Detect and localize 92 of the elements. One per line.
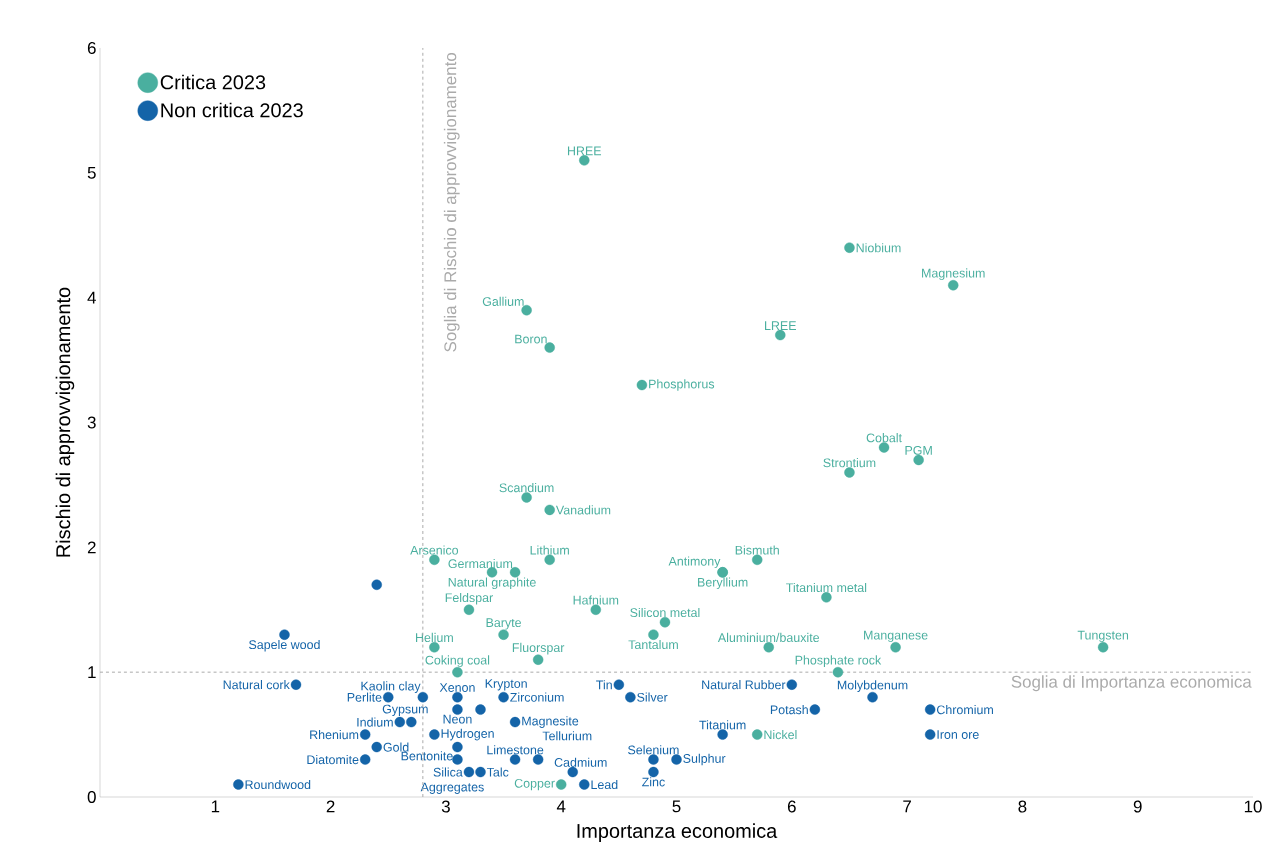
data-label: Silver — [637, 692, 668, 702]
data-label: Krypton — [485, 679, 527, 691]
data-label: Talc — [486, 767, 509, 777]
data-label: Niobium — [856, 243, 901, 253]
data-label: Cobalt — [866, 433, 902, 443]
data-label: Tungsten — [1077, 630, 1129, 642]
x-tick-label: 5 — [672, 800, 681, 813]
data-label: Scandium — [499, 483, 554, 493]
x-tick-label: 2 — [326, 800, 335, 813]
x-tick-label: 8 — [1018, 800, 1027, 813]
ref-line-label: Soglia di Rischio di approvvigionamento — [443, 52, 460, 352]
data-label: Aluminium/bauxite — [717, 632, 820, 642]
data-label: Xenon — [439, 683, 475, 692]
data-label: Germanium — [448, 558, 513, 569]
data-label: Cadmium — [554, 757, 607, 767]
legend-label: Non critica 2023 — [161, 102, 303, 118]
data-label: Magnesite — [522, 716, 579, 728]
data-label: Kaolin clay — [361, 681, 421, 693]
x-axis-title: Importanza economica — [577, 823, 778, 842]
data-label: Diatomite — [307, 754, 359, 765]
data-label: HREE — [567, 146, 602, 156]
data-label: Phosphate rock — [795, 655, 882, 667]
data-label: Gypsum — [382, 704, 428, 716]
data-label: Magnesium — [922, 268, 985, 280]
data-label: Titanium — [699, 720, 746, 730]
data-label: Antimony — [668, 556, 721, 569]
data-label: Chromium — [936, 705, 993, 715]
data-label: Natural Rubber — [702, 680, 786, 690]
x-tick-label: 9 — [1133, 800, 1142, 813]
legend-label: Critica 2023 — [160, 74, 266, 90]
data-label: Iron ore — [937, 730, 979, 739]
data-label: Manganese — [864, 630, 928, 642]
x-tick-label: 6 — [787, 800, 796, 813]
data-label: Coking coal — [425, 655, 490, 667]
data-label: Beryllium — [698, 577, 748, 590]
y-tick-label: 1 — [88, 666, 96, 678]
ref-line-label: Soglia di Importanza economica — [1011, 675, 1252, 692]
data-label: Arsenico — [410, 545, 459, 555]
data-label: Strontium — [823, 458, 876, 468]
data-label: Perlite — [347, 692, 382, 702]
data-label: Hydrogen — [441, 728, 494, 741]
y-tick-label: 4 — [87, 291, 96, 304]
data-label: Boron — [515, 334, 547, 344]
data-label: Tin — [596, 680, 612, 690]
data-label: Bismuth — [735, 545, 779, 555]
data-label: Roundwood — [245, 779, 311, 790]
y-axis-title: Rischio di approvvigionamento — [55, 287, 75, 557]
data-label: Phosphorus — [649, 379, 715, 391]
y-tick-label: 3 — [87, 416, 96, 429]
data-label: Selenium — [628, 745, 679, 755]
data-label: Vanadium — [555, 505, 611, 515]
data-label: Lead — [591, 779, 618, 790]
y-tick-label: 0 — [87, 791, 96, 803]
y-tick-label: 5 — [87, 166, 96, 179]
y-tick-label: 6 — [87, 42, 96, 54]
data-label: Sapele wood — [249, 639, 320, 652]
data-label: Neon — [443, 714, 472, 724]
data-label: Silica — [433, 767, 463, 777]
y-tick-label: 2 — [87, 541, 96, 554]
data-label: Tellurium — [542, 731, 592, 741]
data-label: Lithium — [530, 545, 569, 555]
x-tick-label: 10 — [1244, 800, 1262, 813]
data-label: Nickel — [764, 730, 797, 740]
data-label: LREE — [765, 321, 796, 330]
data-label: Zinc — [642, 777, 665, 787]
data-label: Titanium metal — [786, 582, 867, 593]
data-label: Indium — [357, 717, 393, 727]
data-label: Potash — [770, 705, 808, 715]
data-label: Natural cork — [223, 680, 290, 690]
data-label: Gold — [383, 742, 409, 752]
data-label: Hafnium — [573, 595, 619, 605]
data-label: Feldspar — [445, 592, 493, 605]
x-tick-label: 7 — [903, 800, 911, 813]
x-tick-label: 4 — [556, 800, 566, 813]
data-label: Copper — [514, 778, 555, 791]
data-label: Rhenium — [310, 730, 359, 740]
data-label: Baryte — [486, 618, 521, 630]
data-label: Limestone — [487, 745, 544, 755]
data-label: Aggregates — [420, 782, 484, 794]
data-label: PGM — [905, 445, 932, 455]
data-label: Sulphur — [683, 753, 726, 766]
data-label: Molybdenum — [837, 680, 908, 692]
data-label: Gallium — [482, 296, 524, 306]
data-label: Helium — [416, 632, 453, 642]
data-label: Silicon metal — [630, 607, 700, 618]
data-label: Fluorspar — [512, 642, 565, 655]
x-tick-label: 3 — [441, 800, 450, 813]
data-label: Zirconium — [510, 692, 564, 702]
data-label: Natural graphite — [448, 577, 536, 590]
data-label: Bentonite — [401, 751, 453, 761]
x-tick-label: 1 — [211, 800, 220, 813]
data-label: Tantalum — [628, 639, 678, 650]
